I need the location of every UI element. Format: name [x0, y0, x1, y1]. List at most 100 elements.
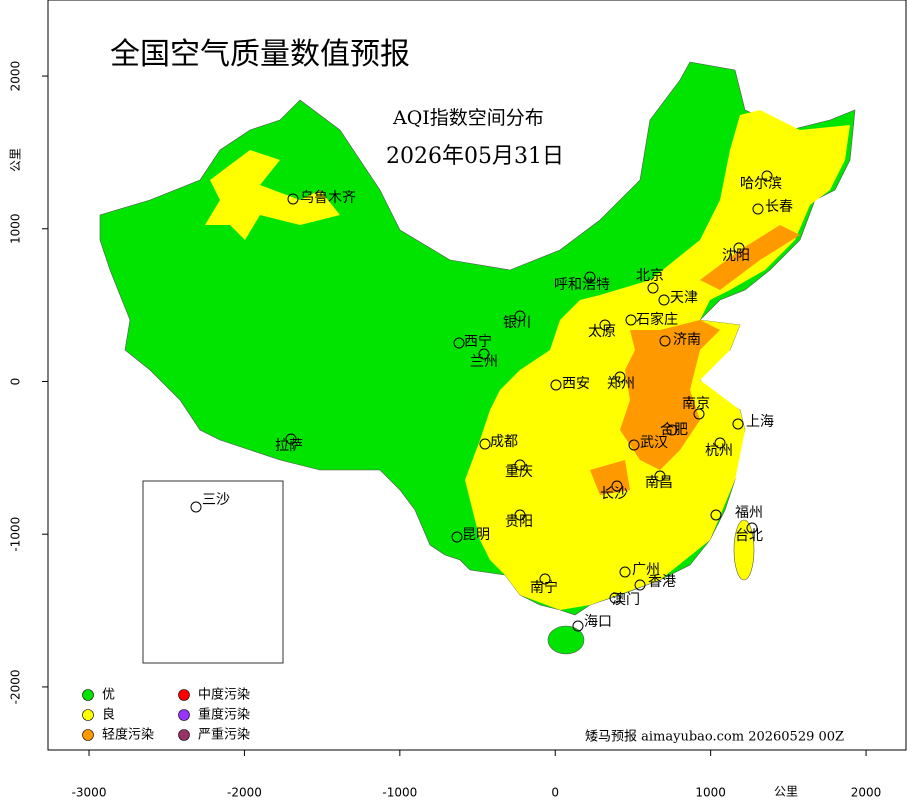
city-label: 三沙 [202, 492, 230, 508]
city-marker [514, 459, 526, 471]
city-label: 哈尔滨 [740, 176, 782, 192]
x-axis-label: 公里 [774, 785, 798, 799]
city-label: 贵阳 [505, 514, 533, 530]
city-label: 呼和浩特 [554, 277, 610, 293]
city-label: 长春 [765, 199, 793, 215]
city-marker [659, 335, 671, 347]
city-marker [654, 470, 666, 482]
city-label: 南京 [682, 396, 710, 412]
region-light [590, 460, 630, 495]
city-marker [714, 437, 726, 449]
legend-label: 中度污染 [198, 687, 250, 703]
legend-label: 轻度污染 [102, 727, 154, 743]
city-marker [599, 319, 611, 331]
city-marker [666, 424, 678, 436]
x-tick-label: -3000 [72, 786, 107, 800]
city-marker [710, 509, 722, 521]
city-label: 天津 [670, 290, 698, 306]
city-marker [550, 379, 562, 391]
city-marker [619, 566, 631, 578]
city-marker [752, 203, 764, 215]
subtitle: AQI指数空间分布 [392, 107, 544, 129]
city-marker [514, 509, 526, 521]
city-label: 济南 [673, 332, 701, 348]
city-label: 台北 [735, 528, 763, 544]
city-marker [647, 282, 659, 294]
city-marker [628, 439, 640, 451]
city-label: 长沙 [600, 486, 628, 502]
footer: 矮马预报 aimayubao.com 20260529 00Z [585, 730, 844, 745]
city-marker [479, 438, 491, 450]
y-tick-label: 1000 [9, 213, 23, 244]
legend-swatch [178, 729, 190, 741]
city-marker [539, 573, 551, 585]
legend-swatch [82, 709, 94, 721]
city-marker [287, 193, 299, 205]
city-label: 兰州 [470, 354, 498, 370]
city-marker [732, 418, 744, 430]
y-axis-label: 公里 [9, 148, 23, 172]
x-tick-label: 1000 [695, 786, 726, 800]
x-tick-label: 0 [551, 786, 559, 800]
city-marker [451, 531, 463, 543]
city-label: 昆明 [462, 527, 490, 543]
city-label: 西安 [562, 376, 590, 392]
city-marker [514, 310, 526, 322]
legend-label: 严重污染 [198, 727, 250, 743]
city-marker [572, 620, 584, 632]
city-label: 香港 [648, 574, 676, 590]
legend-swatch [82, 729, 94, 741]
x-tick-label: -1000 [382, 786, 417, 800]
legend-label: 重度污染 [198, 707, 250, 723]
legend-swatch [82, 689, 94, 701]
city-label: 杭州 [705, 443, 733, 459]
city-label: 澳门 [612, 592, 640, 608]
city-label: 武汉 [640, 435, 668, 451]
city-label: 西宁 [464, 333, 492, 350]
region-light [620, 320, 720, 470]
city-marker [693, 408, 705, 420]
city-label: 成都 [490, 434, 518, 450]
city-marker [453, 337, 465, 349]
city-label: 拉萨 [275, 438, 303, 454]
legend-swatch [178, 709, 190, 721]
city-label: 石家庄 [636, 311, 678, 328]
date: 2026年05月31日 [386, 144, 564, 169]
city-marker [584, 271, 596, 283]
city-marker [609, 592, 621, 604]
region-light [700, 225, 800, 290]
city-label: 沈阳 [722, 248, 750, 264]
y-tick-label: -1000 [9, 517, 23, 552]
city-label: 南宁 [530, 579, 558, 596]
region-moderate [205, 150, 340, 240]
city-marker [611, 480, 623, 492]
city-marker [761, 170, 773, 182]
x-tick-label: 2000 [851, 786, 882, 800]
legend-swatch [178, 689, 190, 701]
city-label: 合肥 [660, 422, 688, 438]
city-label: 北京 [636, 268, 664, 284]
legend-label: 优 [102, 688, 115, 703]
city-label: 南昌 [645, 475, 673, 491]
city-label: 海口 [584, 614, 612, 630]
city-label: 乌鲁木齐 [300, 190, 356, 206]
city-label: 广州 [632, 562, 660, 578]
city-marker [625, 314, 637, 326]
city-label: 福州 [735, 505, 763, 521]
city-marker [478, 348, 490, 360]
map-shapes [47, 0, 907, 751]
city-marker [746, 522, 758, 534]
city-marker [634, 579, 646, 591]
hainan [547, 625, 585, 655]
city-marker [285, 433, 297, 445]
y-tick-label: -2000 [9, 669, 23, 704]
title: 全国空气质量数值预报 [110, 37, 410, 72]
city-label: 银川 [503, 315, 531, 331]
city-label: 上海 [746, 414, 774, 430]
city-label: 重庆 [505, 464, 533, 480]
city-marker [733, 242, 745, 254]
y-tick-label: 2000 [9, 61, 23, 92]
city-label: 郑州 [607, 376, 635, 392]
y-tick-label: 0 [9, 378, 23, 386]
